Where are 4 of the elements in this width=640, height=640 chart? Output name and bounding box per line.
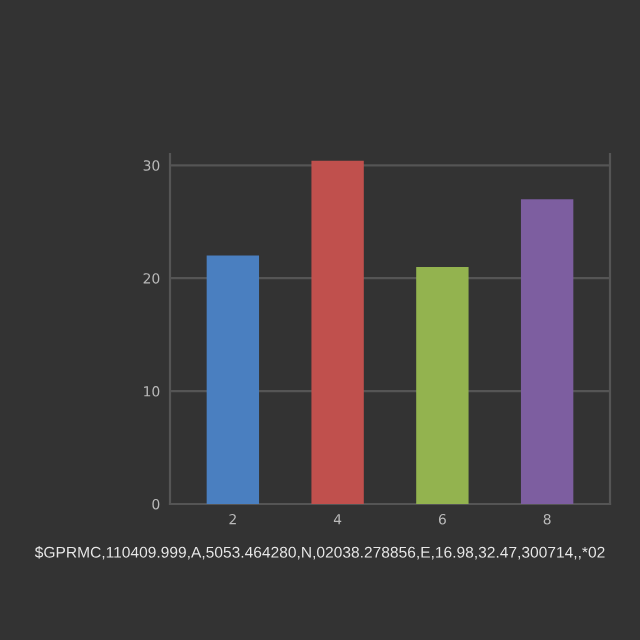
bar: [206, 255, 260, 504]
bar: [520, 199, 574, 504]
bar: [416, 266, 469, 504]
bar: [311, 160, 364, 504]
